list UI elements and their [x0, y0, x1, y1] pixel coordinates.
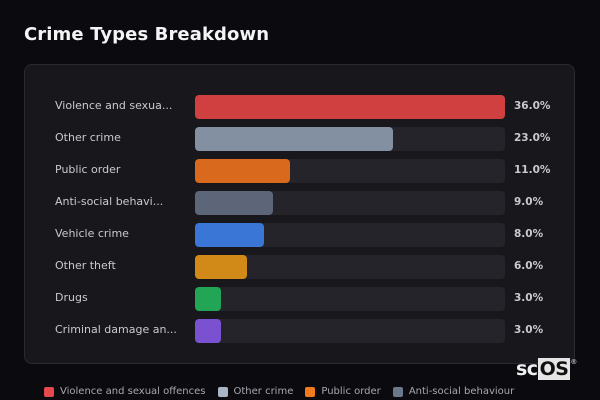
- bar-value: 8.0%: [514, 228, 544, 240]
- bar-row: Other crime 23.0%: [25, 127, 574, 151]
- bar-value: 11.0%: [514, 164, 551, 176]
- page-title: Crime Types Breakdown: [24, 24, 270, 45]
- legend-swatch-icon: [305, 386, 316, 397]
- legend-label: Violence and sexual offences: [60, 386, 206, 397]
- bar-fill[interactable]: [195, 223, 264, 247]
- chart-legend: Violence and sexual offences Other crime…: [44, 386, 514, 397]
- legend-label: Anti-social behaviour: [408, 386, 515, 397]
- bar-label: Other theft: [55, 259, 116, 272]
- chart-card: Violence and sexua... 36.0% Other crime …: [24, 64, 575, 364]
- watermark-os: OS: [537, 358, 571, 380]
- watermark-logo: sc OS ®: [516, 358, 577, 380]
- bar-label: Drugs: [55, 291, 88, 304]
- bar-track: [195, 95, 505, 119]
- bar-row: Other theft 6.0%: [25, 255, 574, 279]
- legend-label: Public order: [321, 386, 381, 397]
- bar-fill[interactable]: [195, 319, 221, 343]
- bar-label: Vehicle crime: [55, 227, 129, 240]
- bar-value: 23.0%: [514, 132, 551, 144]
- legend-item[interactable]: Public order: [305, 386, 381, 397]
- bar-row: Violence and sexua... 36.0%: [25, 95, 574, 119]
- legend-item[interactable]: Other crime: [217, 386, 294, 397]
- bar-track: [195, 127, 505, 151]
- bar-label: Criminal damage an...: [55, 323, 177, 336]
- watermark-sc: sc: [516, 358, 538, 380]
- bar-value: 9.0%: [514, 196, 544, 208]
- bar-value: 6.0%: [514, 260, 544, 272]
- registered-mark: ®: [570, 358, 577, 366]
- legend-swatch-icon: [392, 386, 403, 397]
- bar-fill[interactable]: [195, 95, 505, 119]
- bar-label: Other crime: [55, 131, 121, 144]
- legend-item[interactable]: Violence and sexual offences: [44, 386, 206, 397]
- bar-fill[interactable]: [195, 159, 290, 183]
- bar-fill[interactable]: [195, 287, 221, 311]
- bar-row: Public order 11.0%: [25, 159, 574, 183]
- legend-swatch-icon: [217, 386, 228, 397]
- bar-value: 3.0%: [514, 324, 544, 336]
- bar-fill[interactable]: [195, 255, 247, 279]
- bar-track: [195, 255, 505, 279]
- legend-swatch-icon: [44, 386, 54, 397]
- bar-fill[interactable]: [195, 191, 273, 215]
- bar-value: 36.0%: [514, 100, 551, 112]
- bar-row: Anti-social behavi... 9.0%: [25, 191, 574, 215]
- bar-label: Violence and sexua...: [55, 99, 173, 112]
- bar-track: [195, 159, 505, 183]
- bar-label: Anti-social behavi...: [55, 195, 164, 208]
- bar-fill[interactable]: [195, 127, 394, 151]
- bar-track: [195, 319, 505, 343]
- bar-label: Public order: [55, 163, 121, 176]
- legend-item[interactable]: Anti-social behaviour: [392, 386, 515, 397]
- bar-row: Criminal damage an... 3.0%: [25, 319, 574, 343]
- bar-track: [195, 191, 505, 215]
- bar-track: [195, 223, 505, 247]
- bar-row: Vehicle crime 8.0%: [25, 223, 574, 247]
- bar-value: 3.0%: [514, 292, 544, 304]
- legend-label: Other crime: [233, 386, 294, 397]
- bar-track: [195, 287, 505, 311]
- bar-row: Drugs 3.0%: [25, 287, 574, 311]
